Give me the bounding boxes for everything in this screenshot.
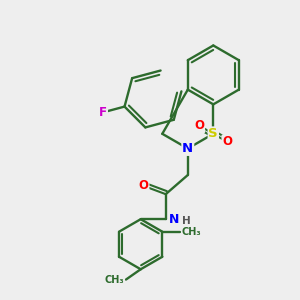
Text: S: S [208,127,218,140]
Text: N: N [182,142,194,155]
Text: F: F [99,106,107,119]
Text: O: O [222,135,232,148]
Text: O: O [194,119,204,132]
Text: N: N [169,213,179,226]
Text: O: O [139,179,148,192]
Text: CH₃: CH₃ [105,274,124,285]
Text: H: H [182,216,191,226]
Text: CH₃: CH₃ [182,227,201,237]
